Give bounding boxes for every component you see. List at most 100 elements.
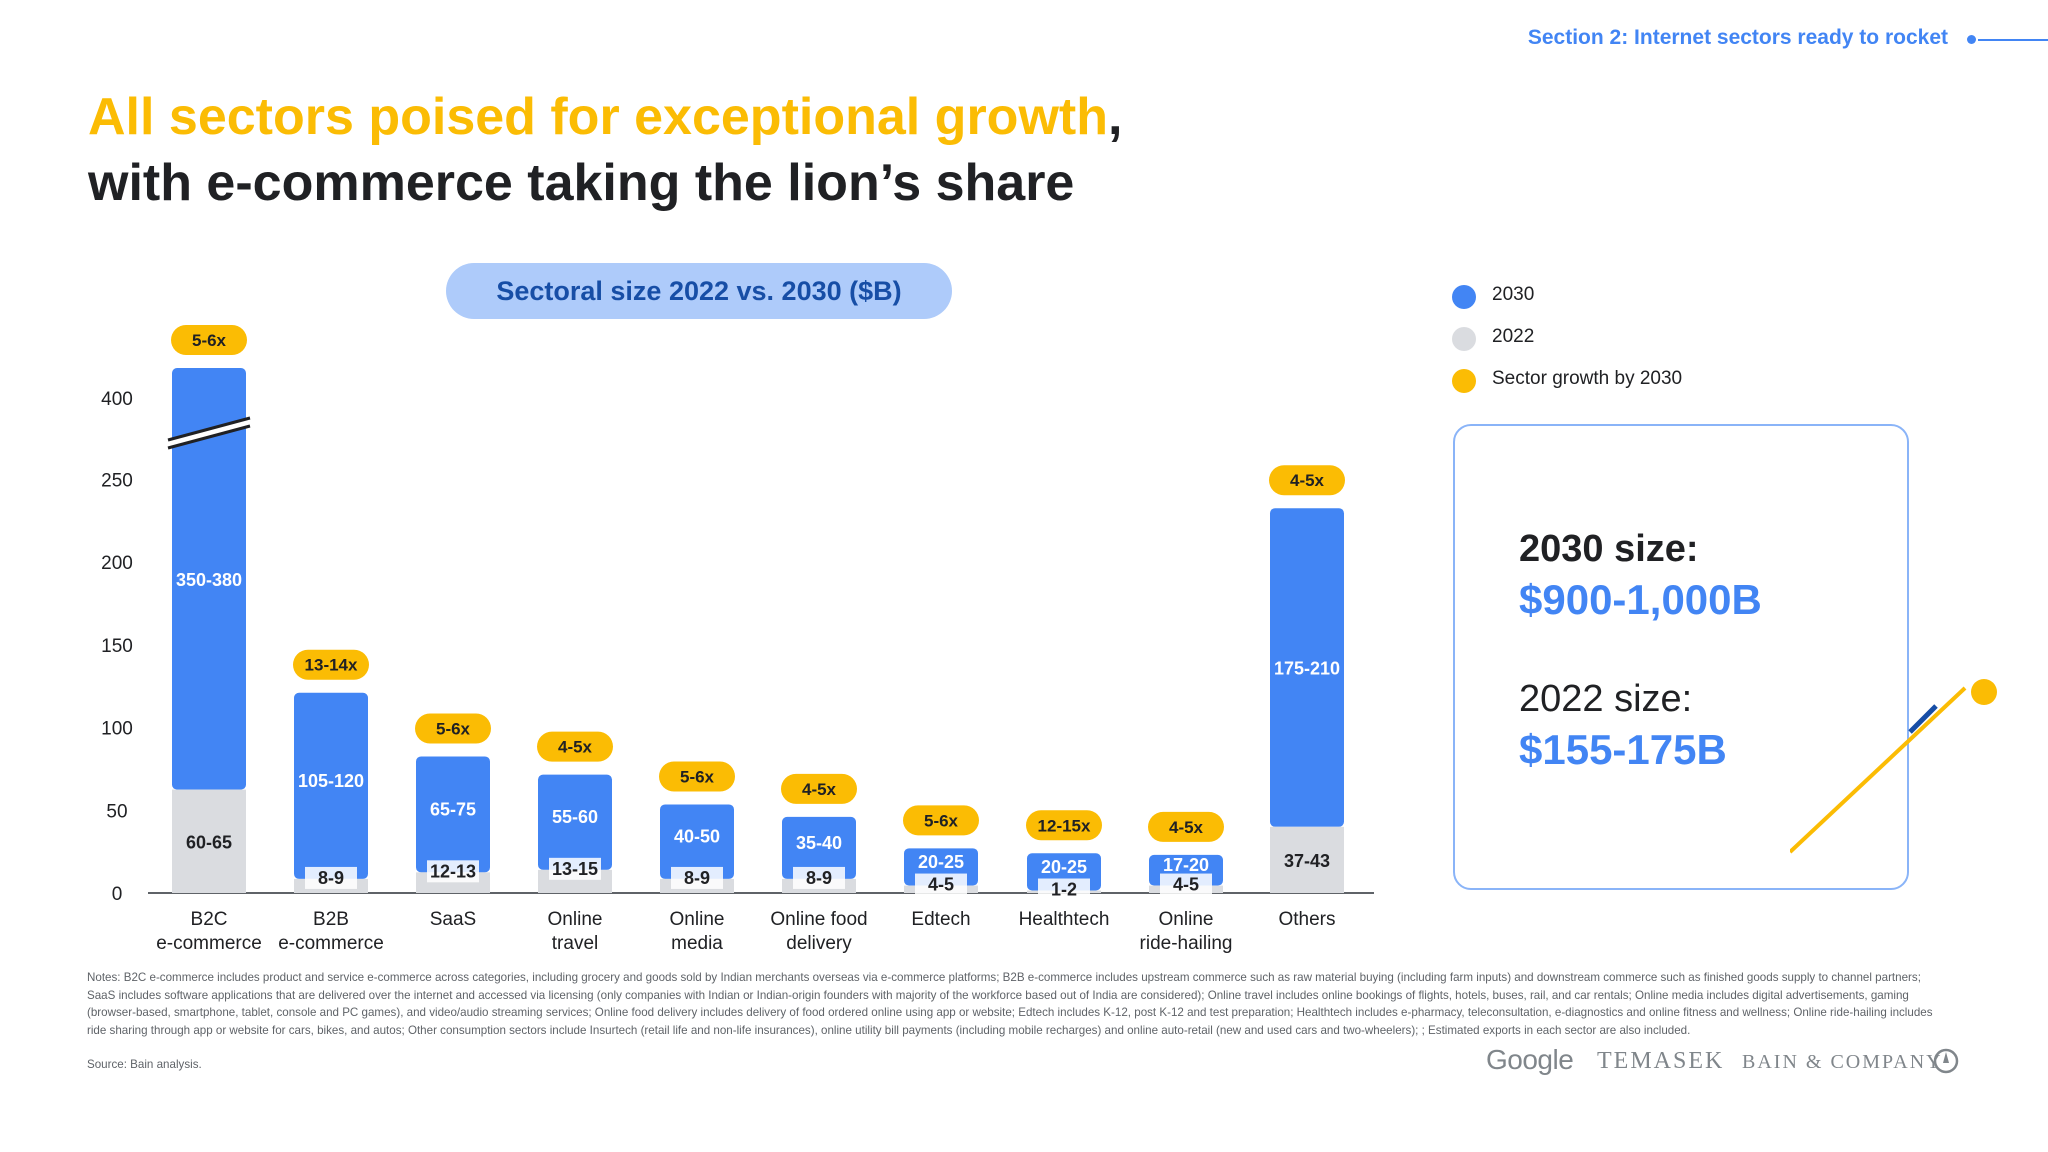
data-label-2022: 4-5 (1173, 875, 1199, 895)
growth-pill (171, 325, 247, 355)
data-label-bg-2022 (671, 866, 723, 889)
growth-pill (415, 713, 491, 744)
growth-pill (293, 649, 369, 680)
data-label-2022: 8-9 (684, 868, 710, 888)
x-tick-label: Healthtech (1019, 909, 1110, 930)
data-label-bg-2022 (793, 866, 845, 889)
page-title: All sectors poised for exceptional growt… (88, 84, 1122, 216)
growth-pill (659, 761, 735, 792)
title-highlight: All sectors poised for exceptional growt… (88, 88, 1108, 146)
chart-title-pill: Sectoral size 2022 vs. 2030 ($B) (446, 263, 952, 319)
growth-label: 4-5x (1169, 818, 1204, 837)
x-tick-label: Online (548, 909, 603, 930)
bar-2022 (1270, 826, 1344, 893)
growth-pill (1269, 465, 1345, 496)
title-line2: with e-commerce taking the lion’s share (88, 154, 1075, 212)
summary-value-2022: $155-175B (1519, 726, 1727, 773)
y-tick-label: 400 (101, 389, 133, 410)
growth-pill (1026, 810, 1102, 841)
section-line (1978, 39, 2048, 41)
bain-compass-icon (1933, 1048, 1959, 1074)
data-label-2022: 60-65 (186, 832, 232, 852)
y-tick-label: 100 (101, 719, 133, 740)
data-label-2030: 20-25 (918, 852, 964, 872)
growth-pill (1148, 811, 1224, 842)
data-label-bg-2022 (915, 873, 967, 896)
temasek-logo: TEMASEK (1597, 1048, 1725, 1074)
data-label-2030: 350-380 (176, 570, 242, 590)
y-tick-label: 0 (112, 884, 123, 905)
x-tick-label: B2C (191, 909, 228, 930)
bar-2030 (1270, 508, 1344, 827)
y-tick-label: 200 (101, 553, 133, 574)
bar-2030 (172, 368, 246, 790)
x-tick-label: media (671, 933, 723, 954)
growth-label: 5-6x (680, 767, 715, 786)
legend-swatch-growth (1452, 369, 1476, 393)
y-tick-label: 150 (101, 636, 133, 657)
bar-2030 (660, 804, 734, 879)
section-dot (1967, 35, 1976, 44)
growth-label: 4-5x (558, 738, 593, 757)
y-tick-label: 50 (106, 801, 127, 822)
source-note: Source: Bain analysis. (87, 1058, 202, 1071)
x-tick-label: e-commerce (278, 933, 384, 954)
data-label-2030: 175-210 (1274, 659, 1340, 679)
x-tick-label: B2B (313, 909, 349, 930)
summary-box: 2030 size: $900-1,000B 2022 size: $155-1… (1453, 424, 1909, 890)
data-label-2022: 8-9 (806, 868, 832, 888)
decorative-rocket-line (1790, 679, 1997, 854)
data-label-2022: 4-5 (928, 875, 954, 895)
x-tick-label: Others (1278, 909, 1335, 930)
legend-swatch-2022 (1452, 327, 1476, 351)
x-tick-label: Online food (770, 909, 867, 930)
legend-label-2022: 2022 (1492, 326, 1535, 347)
data-label-2022: 37-43 (1284, 851, 1330, 871)
growth-label: 5-6x (192, 331, 227, 350)
data-label-2022: 12-13 (430, 861, 476, 881)
growth-label: 4-5x (1290, 471, 1325, 490)
legend-swatch-2030 (1452, 285, 1476, 309)
section-tag: Section 2: Internet sectors ready to roc… (1527, 26, 1948, 49)
data-label-bg-2022 (549, 857, 601, 880)
footnotes: Notes: B2C e-commerce includes product a… (87, 971, 1933, 1037)
data-label-2022: 13-15 (552, 859, 598, 879)
data-label-2030: 20-25 (1041, 857, 1087, 877)
data-label-2030: 55-60 (552, 807, 598, 827)
growth-pill (537, 731, 613, 762)
axis-break-line (167, 416, 251, 442)
data-label-bg-2022 (427, 860, 479, 883)
x-tick-label: Edtech (911, 909, 970, 930)
google-logo: Google (1486, 1044, 1574, 1075)
bar-2030 (294, 692, 368, 879)
axis-break-line (167, 424, 251, 450)
growth-label: 5-6x (436, 719, 471, 738)
axis-break-gap (168, 418, 250, 448)
x-tick-label: SaaS (430, 909, 476, 930)
summary-value-2030: $900-1,000B (1519, 576, 1762, 623)
x-tick-label: ride-hailing (1140, 933, 1233, 954)
growth-label: 13-14x (305, 656, 358, 675)
data-label-2030: 40-50 (674, 827, 720, 847)
data-label-2022: 1-2 (1051, 880, 1077, 900)
bain-logo: BAIN & COMPANY (1742, 1051, 1943, 1073)
bar-chart: 0 50 100 150 200 250 400 60-65 350-380 5-6x B2C e-c… (101, 325, 1374, 954)
summary-label-2022: 2022 size: (1519, 678, 1693, 720)
x-tick-label: travel (552, 933, 598, 954)
growth-label: 12-15x (1038, 816, 1091, 835)
growth-pill (781, 773, 857, 804)
growth-pill (903, 805, 979, 836)
data-label-bg-2022 (1160, 873, 1212, 896)
bar-2022 (172, 789, 246, 893)
growth-label: 5-6x (924, 811, 959, 830)
x-tick-label: delivery (786, 933, 852, 954)
bar-2030 (782, 816, 856, 879)
data-label-bg-2022 (1038, 878, 1090, 901)
data-label-bg-2022 (305, 866, 357, 889)
legend-label-2030: 2030 (1492, 284, 1535, 305)
data-label-2030: 65-75 (430, 799, 476, 819)
x-tick-label: e-commerce (156, 933, 262, 954)
bar-2030 (538, 774, 612, 870)
bar-2030 (416, 756, 490, 873)
y-tick-label: 250 (101, 470, 133, 491)
